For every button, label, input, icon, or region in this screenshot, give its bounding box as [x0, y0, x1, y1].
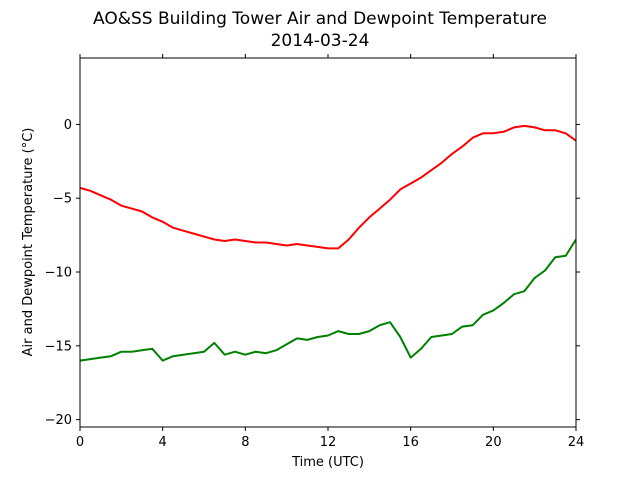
tick-layer: 0 4 8 12 16 20 24 −20 −15 −10 −5 0: [45, 54, 585, 450]
x-tick-label: 24: [568, 435, 585, 450]
y-tick-label: −10: [45, 266, 72, 281]
y-tick-label: −5: [53, 192, 72, 207]
x-tick-label: 12: [320, 435, 337, 450]
series-line-2: [79, 238, 577, 362]
x-tick-label: 16: [402, 435, 419, 450]
x-tick-label: 0: [76, 435, 84, 450]
chart-subtitle: 2014-03-24: [271, 31, 370, 51]
x-axis-label: Time (UTC): [291, 455, 364, 470]
series-line-1: [79, 124, 577, 250]
x-tick-label: 8: [241, 435, 249, 450]
x-tick-label: 20: [485, 435, 502, 450]
y-tick-label: −20: [45, 413, 72, 428]
series-layer: [79, 124, 577, 362]
x-tick-label: 4: [159, 435, 167, 450]
plot-frame: [79, 57, 577, 428]
y-tick-label: 0: [64, 118, 72, 133]
y-tick-label: −15: [45, 339, 72, 354]
chart-title: AO&SS Building Tower Air and Dewpoint Te…: [93, 9, 547, 29]
y-axis-label: Air and Dewpoint Temperature (°C): [21, 128, 36, 357]
